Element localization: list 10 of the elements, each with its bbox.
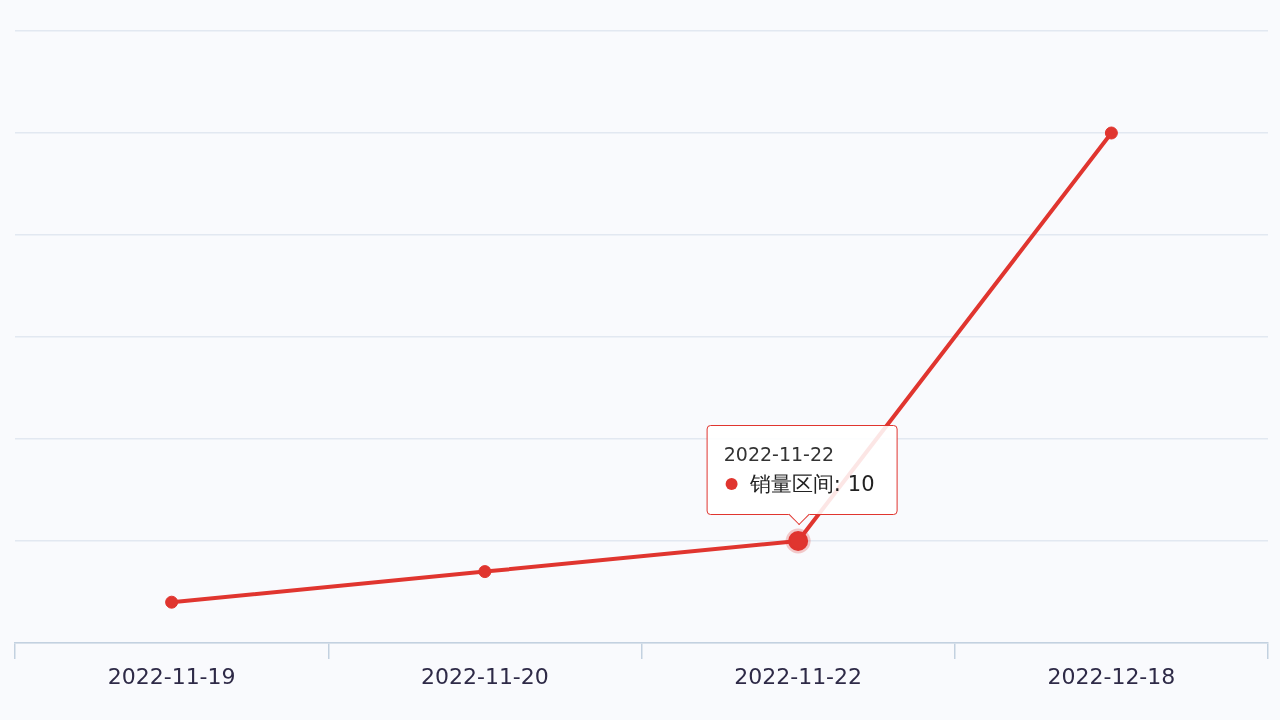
point (165, 595, 179, 609)
point (478, 565, 492, 579)
point (1104, 126, 1118, 140)
tooltip: 2022-11-22 销量区间: 10 (706, 425, 898, 526)
legend-label: 销量区间: (749, 471, 841, 498)
x-tick-label: 2022-11-19 (107, 663, 236, 689)
x-tick-label: 2022-11-20 (420, 663, 549, 689)
x-tick-label: 2022-12-18 (1047, 663, 1176, 689)
data-label: 10 (847, 471, 875, 498)
x-tick-label: 2022-11-22 (734, 663, 863, 689)
